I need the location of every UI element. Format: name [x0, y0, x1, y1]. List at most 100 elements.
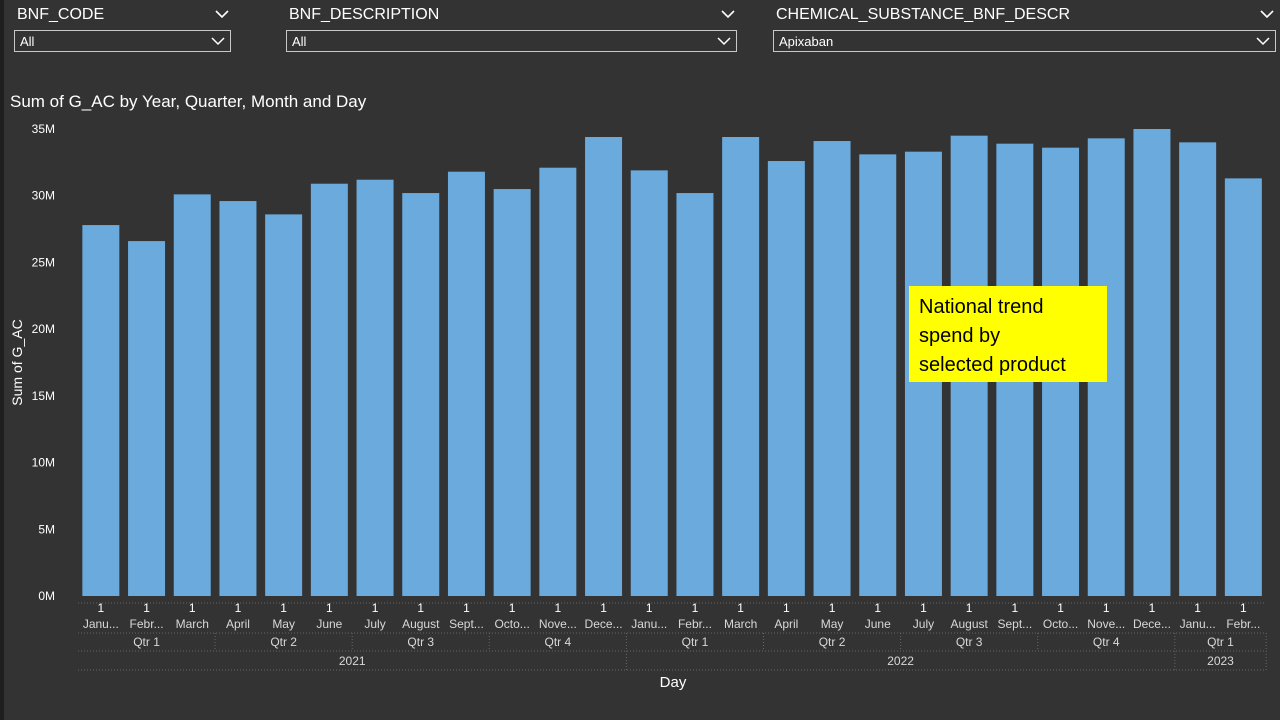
- day-tick-label: 1: [463, 601, 470, 615]
- bar: [813, 141, 851, 596]
- slicer-bnf-code[interactable]: BNF_CODE All: [14, 4, 231, 52]
- slicer-value: All: [292, 34, 307, 49]
- month-tick-label: Octo...: [1043, 617, 1078, 631]
- quarter-tick-label: Qtr 4: [545, 635, 572, 649]
- slicer-dropdown[interactable]: Apixaban: [773, 30, 1276, 52]
- annotation-line: selected product: [919, 354, 1066, 376]
- month-tick-label: Febr...: [678, 617, 712, 631]
- month-tick-label: Janu...: [83, 617, 119, 631]
- slicer-title: CHEMICAL_SUBSTANCE_BNF_DESCR: [773, 4, 1276, 26]
- chart-title: Sum of G_AC by Year, Quarter, Month and …: [10, 92, 367, 111]
- y-axis-title: Sum of G_AC: [9, 319, 25, 405]
- bar: [722, 137, 760, 596]
- month-tick-label: July: [913, 617, 934, 631]
- month-tick-label: June: [865, 617, 891, 631]
- day-tick-label: 1: [1240, 601, 1247, 615]
- quarter-tick-label: Qtr 3: [407, 635, 434, 649]
- month-tick-label: Dece...: [1133, 617, 1171, 631]
- y-tick-label: 20M: [32, 322, 55, 336]
- month-tick-label: April: [774, 617, 798, 631]
- chevron-down-icon[interactable]: [1258, 4, 1276, 24]
- quarter-tick-label: Qtr 3: [956, 635, 983, 649]
- month-tick-label: Sept...: [449, 617, 484, 631]
- y-tick-label: 30M: [32, 189, 55, 203]
- slicer-chemical-substance[interactable]: CHEMICAL_SUBSTANCE_BNF_DESCR Apixaban: [773, 4, 1276, 52]
- bar: [1179, 142, 1217, 596]
- month-tick-label: March: [176, 617, 209, 631]
- quarter-tick-label: Qtr 2: [270, 635, 297, 649]
- annotation-callout: National trend spend by selected product: [909, 286, 1107, 382]
- year-tick-label: 2021: [339, 654, 366, 668]
- month-tick-label: June: [316, 617, 342, 631]
- quarter-tick-label: Qtr 1: [133, 635, 160, 649]
- bar: [859, 154, 897, 596]
- month-tick-label: Octo...: [494, 617, 529, 631]
- day-tick-label: 1: [692, 601, 699, 615]
- year-tick-label: 2023: [1207, 654, 1234, 668]
- day-tick-label: 1: [920, 601, 927, 615]
- bar: [585, 137, 623, 596]
- slicer-bnf-description[interactable]: BNF_DESCRIPTION All: [286, 4, 737, 52]
- month-tick-label: Sept...: [998, 617, 1033, 631]
- chevron-down-icon: [211, 37, 225, 46]
- bar: [767, 161, 805, 596]
- y-tick-label: 5M: [38, 522, 55, 536]
- quarter-tick-label: Qtr 2: [819, 635, 846, 649]
- annotation-line: National trend: [919, 296, 1044, 318]
- chevron-down-icon[interactable]: [719, 4, 737, 24]
- chevron-down-icon: [1256, 37, 1270, 46]
- day-tick-label: 1: [874, 601, 881, 615]
- bar: [493, 189, 531, 596]
- y-tick-label: 25M: [32, 255, 55, 269]
- month-tick-label: Janu...: [1180, 617, 1216, 631]
- month-tick-label: Nove...: [1087, 617, 1125, 631]
- month-tick-label: July: [364, 617, 385, 631]
- bar: [310, 183, 348, 596]
- bar: [356, 179, 394, 596]
- slicer-value: Apixaban: [779, 34, 834, 49]
- day-tick-label: 1: [783, 601, 790, 615]
- day-tick-label: 1: [509, 601, 516, 615]
- day-tick-label: 1: [829, 601, 836, 615]
- x-axis-title: Day: [660, 674, 687, 691]
- slicer-dropdown[interactable]: All: [14, 30, 231, 52]
- slicer-title: BNF_CODE: [14, 4, 231, 26]
- quarter-tick-label: Qtr 1: [682, 635, 709, 649]
- day-tick-label: 1: [737, 601, 744, 615]
- chevron-down-icon[interactable]: [213, 4, 231, 24]
- slicer-value: All: [20, 34, 35, 49]
- y-tick-label: 35M: [32, 122, 55, 136]
- y-tick-label: 0M: [38, 589, 55, 603]
- month-tick-label: May: [272, 617, 295, 631]
- day-tick-label: 1: [235, 601, 242, 615]
- bar: [265, 214, 303, 596]
- month-tick-label: August: [950, 617, 988, 631]
- bar: [447, 171, 485, 596]
- month-tick-label: Dece...: [585, 617, 623, 631]
- bar: [1224, 178, 1262, 596]
- slicer-title-label: BNF_DESCRIPTION: [289, 6, 440, 23]
- year-tick-label: 2022: [887, 654, 914, 668]
- slicer-dropdown[interactable]: All: [286, 30, 737, 52]
- month-tick-label: August: [402, 617, 440, 631]
- slicer-title: BNF_DESCRIPTION: [286, 4, 737, 26]
- day-tick-label: 1: [372, 601, 379, 615]
- month-tick-label: Nove...: [539, 617, 577, 631]
- day-tick-label: 1: [1012, 601, 1019, 615]
- month-tick-label: May: [821, 617, 844, 631]
- day-tick-label: 1: [966, 601, 973, 615]
- bar: [82, 225, 120, 596]
- day-tick-label: 1: [189, 601, 196, 615]
- bar: [173, 194, 211, 596]
- bar: [128, 241, 166, 596]
- day-tick-label: 1: [1057, 601, 1064, 615]
- annotation-line: spend by: [919, 325, 1001, 347]
- day-tick-label: 1: [1194, 601, 1201, 615]
- month-tick-label: Febr...: [1226, 617, 1260, 631]
- day-tick-label: 1: [143, 601, 150, 615]
- day-tick-label: 1: [555, 601, 562, 615]
- bar-chart: 0M 5M 10M 15M 20M 25M 30M 35M Sum of G_AC 1 Janu..…: [9, 122, 1267, 691]
- bar: [219, 201, 257, 596]
- month-tick-label: March: [724, 617, 757, 631]
- day-tick-label: 1: [1103, 601, 1110, 615]
